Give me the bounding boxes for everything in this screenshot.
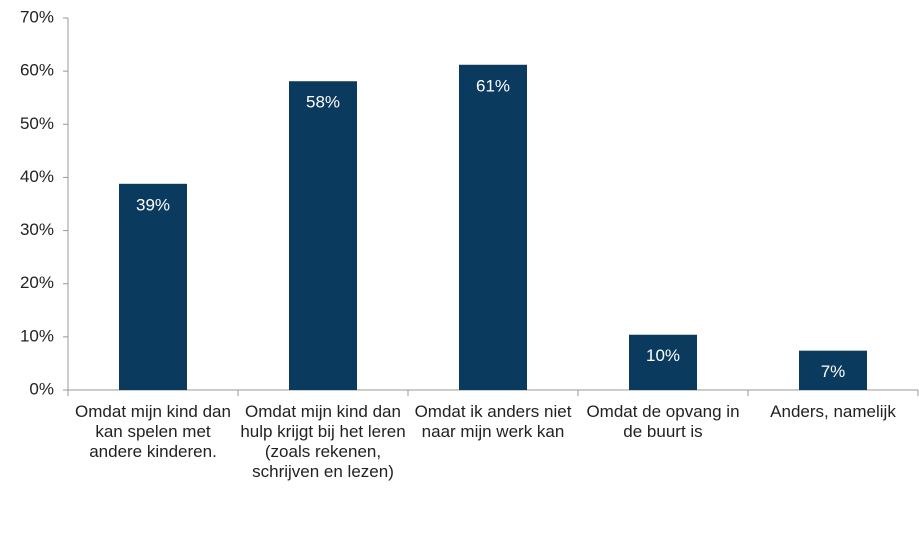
y-tick-label: 0% [29,379,54,398]
x-tick-label: Omdat ik anders niet naar mijn werk kan [414,402,572,441]
bar [289,81,357,391]
y-tick-label: 20% [20,273,54,292]
x-tick-label: Omdat mijn kind dan kan spelen met ander… [75,402,231,461]
data-label: 10% [646,346,680,365]
x-tick-label: Anders, namelijk [770,402,896,421]
bar [799,350,867,390]
bar [629,334,697,390]
y-tick-label: 40% [20,167,54,186]
y-tick-label: 50% [20,114,54,133]
y-tick-label: 30% [20,220,54,239]
data-label: 7% [821,362,846,381]
bar [119,183,187,390]
bar [459,64,527,390]
y-tick-label: 10% [20,326,54,345]
y-tick-label: 70% [20,7,54,26]
y-tick-label: 60% [20,61,54,80]
data-label: 61% [476,76,510,95]
x-tick-label: Omdat de opvang in de buurt is [586,402,740,441]
x-tick-label: Omdat mijn kind dan hulp krijgt bij het … [240,402,406,481]
data-label: 58% [306,93,340,112]
data-label: 39% [136,195,170,214]
